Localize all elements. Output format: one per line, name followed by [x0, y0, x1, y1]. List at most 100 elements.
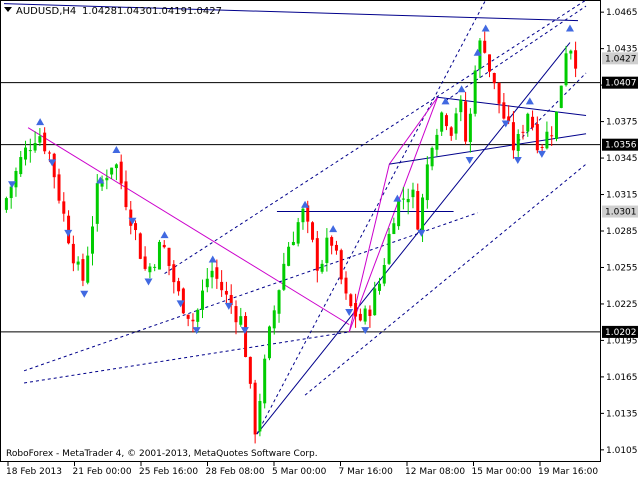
candle-body-90 [435, 134, 439, 150]
candle-body-1 [9, 186, 13, 199]
candle-body-51 [248, 356, 252, 384]
fractal-marker-103 [80, 290, 89, 298]
candle-body-41 [201, 290, 205, 310]
candle-body-7 [38, 136, 42, 143]
time-axis: 18 Feb 2013 21 Feb 00:00 25 Feb 16:00 28 Fe… [6, 462, 598, 477]
fractal-marker-109 [240, 327, 249, 335]
uptrend-fan-1 [256, 0, 487, 435]
y-tick-label-4: 1.0345 [606, 154, 638, 164]
candle-body-17 [86, 255, 90, 283]
fractal-marker-7 [393, 194, 402, 202]
candle-body-85 [411, 189, 415, 198]
x-tick-label-0: 18 Feb 2013 [6, 467, 62, 477]
fractal-marker-111 [361, 327, 370, 335]
candle-body-22 [110, 167, 114, 175]
candle-body-100 [483, 40, 487, 53]
candle-body-112 [540, 146, 544, 148]
candle-body-34 [167, 247, 171, 266]
candle-body-73 [354, 302, 358, 317]
x-tick-label-6: 12 Mar 08:00 [405, 467, 465, 477]
down-channel-lower [23, 212, 478, 372]
resistance-trendline [3, 3, 579, 22]
x-tick-label-2: 25 Feb 16:00 [139, 467, 198, 477]
y-tick-label-5: 1.0315 [606, 191, 638, 201]
candle-body-97 [468, 113, 472, 143]
chart-symbol: AUDUSD,H4 [16, 6, 76, 17]
fractal-marker-113 [465, 156, 474, 164]
candle-body-45 [220, 281, 224, 291]
candle-body-82 [397, 199, 401, 227]
fractal-marker-116 [537, 150, 546, 158]
x-tick-label-4: 5 Mar 00:00 [272, 467, 327, 477]
candle-body-96 [464, 101, 468, 142]
candle-body-6 [33, 142, 37, 151]
ohlc-open: 1.0428 [82, 6, 117, 17]
candle-body-113 [545, 131, 549, 149]
candle-body-92 [444, 115, 448, 127]
candle-body-19 [95, 183, 99, 224]
candle-body-75 [363, 308, 367, 322]
candle-body-29 [143, 256, 147, 269]
candle-body-80 [387, 233, 391, 264]
candles [4, 31, 578, 444]
candle-body-49 [239, 316, 243, 325]
fractal-marker-105 [144, 278, 153, 286]
candle-body-46 [224, 290, 228, 295]
fractal-marker-11 [481, 24, 490, 32]
candle-body-94 [454, 113, 458, 134]
fractal-marker-102 [64, 229, 73, 237]
candle-body-43 [210, 270, 214, 278]
candle-body-10 [52, 153, 56, 178]
candle-body-79 [382, 264, 386, 284]
candle-body-13 [67, 215, 71, 244]
y-tick-label-11: 1.0135 [606, 409, 638, 419]
price-badge-label-4: 1.0202 [605, 328, 637, 338]
x-tick-label-8: 19 Mar 16:00 [538, 467, 598, 477]
candle-body-57 [277, 290, 281, 314]
down-channel-upper [27, 127, 350, 326]
candle-body-58 [282, 263, 286, 290]
candle-body-67 [325, 237, 329, 263]
candle-body-88 [425, 164, 429, 201]
candle-body-38 [186, 314, 190, 319]
x-tick-label-5: 7 Mar 16:00 [339, 467, 394, 477]
fractal-marker-101 [48, 159, 57, 167]
fractal-marker-6 [329, 225, 338, 233]
candle-body-98 [473, 70, 477, 114]
candle-body-40 [196, 309, 200, 322]
fractal-marker-108 [224, 302, 233, 310]
candle-body-108 [521, 131, 525, 133]
candle-body-107 [516, 134, 520, 151]
candle-body-0 [4, 198, 8, 210]
candle-body-76 [368, 309, 372, 316]
price-badge-4 [602, 325, 638, 338]
fan-line-3 [388, 96, 438, 165]
candle-body-118 [569, 50, 573, 54]
candle-body-11 [57, 174, 61, 201]
candle-body-84 [406, 198, 410, 203]
footer-copyright: RoboForex - MetaTrader 4, © 2001-2013, M… [6, 449, 318, 459]
candle-body-3 [19, 157, 23, 175]
candle-body-103 [497, 82, 501, 104]
candle-body-24 [119, 161, 123, 184]
fractal-marker-115 [513, 156, 522, 164]
fractal-marker-2 [112, 146, 121, 154]
y-tick-label-10: 1.0165 [606, 373, 638, 383]
candle-body-14 [71, 243, 75, 264]
candle-body-64 [311, 222, 315, 240]
candle-body-110 [531, 116, 535, 128]
candle-body-25 [124, 181, 128, 208]
fractal-marker-114 [501, 120, 510, 128]
candle-body-9 [47, 152, 51, 154]
candle-body-83 [401, 198, 405, 200]
candle-body-12 [62, 201, 66, 214]
y-tick-label-6: 1.0285 [606, 227, 638, 237]
y-tick-label-1: 1.0435 [606, 45, 638, 55]
candle-body-71 [344, 277, 348, 294]
candle-body-119 [574, 50, 578, 69]
candle-body-117 [564, 53, 568, 86]
fan-line-4 [445, 5, 587, 102]
candle-body-61 [296, 222, 300, 244]
candle-body-23 [114, 164, 118, 169]
